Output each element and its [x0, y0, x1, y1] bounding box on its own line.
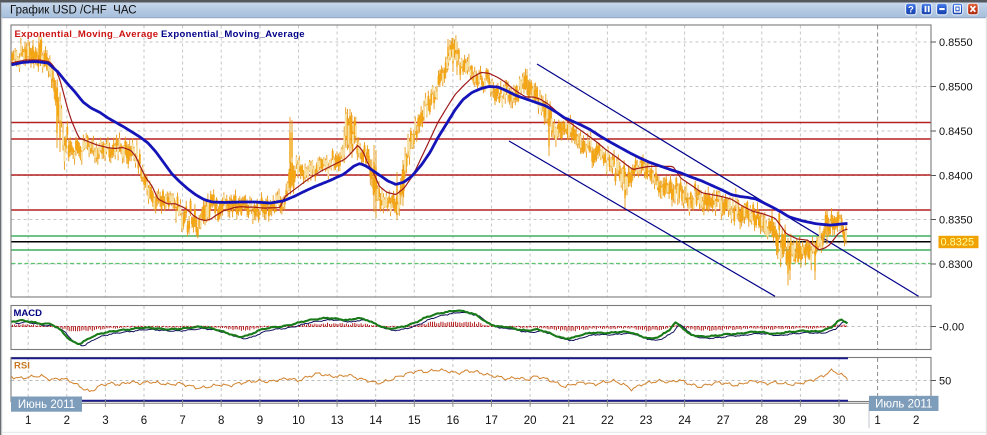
svg-text:23: 23	[640, 415, 653, 427]
svg-text:6: 6	[141, 415, 147, 427]
svg-text:2: 2	[64, 415, 70, 427]
svg-text:0.8400: 0.8400	[939, 171, 973, 183]
svg-text:27: 27	[717, 415, 730, 427]
svg-text:MACD: MACD	[14, 308, 43, 319]
svg-text:0.8450: 0.8450	[939, 126, 973, 138]
svg-text:30: 30	[833, 415, 846, 427]
svg-text:29: 29	[794, 415, 807, 427]
svg-text:0.8500: 0.8500	[939, 82, 973, 94]
svg-text:0.8300: 0.8300	[939, 259, 973, 271]
svg-text:0.8325: 0.8325	[941, 237, 975, 249]
svg-text:9: 9	[257, 415, 263, 427]
svg-text:RSI: RSI	[14, 361, 30, 372]
svg-text:16: 16	[447, 415, 460, 427]
svg-text:Июнь 2011: Июнь 2011	[18, 399, 75, 411]
svg-text:0.8350: 0.8350	[939, 215, 973, 227]
svg-text:2: 2	[913, 415, 919, 427]
svg-text:3: 3	[102, 415, 108, 427]
svg-text:10: 10	[292, 415, 305, 427]
svg-text:?: ?	[908, 4, 914, 15]
svg-text:20: 20	[524, 415, 537, 427]
svg-text:24: 24	[678, 415, 691, 427]
svg-text:-0.00: -0.00	[939, 322, 964, 334]
svg-text:График USD /CHF ЧАС: График USD /CHF ЧАС	[10, 5, 137, 17]
svg-text:50: 50	[939, 376, 951, 388]
svg-text:14: 14	[369, 415, 382, 427]
svg-text:1: 1	[25, 415, 31, 427]
svg-text:Июль 2011: Июль 2011	[875, 398, 932, 410]
svg-text:15: 15	[408, 415, 421, 427]
svg-text:Exponential_Moving_Average: Exponential_Moving_Average	[15, 29, 159, 40]
svg-text:21: 21	[562, 415, 575, 427]
svg-text:22: 22	[601, 415, 614, 427]
svg-text:Exponential_Moving_Average: Exponential_Moving_Average	[161, 29, 305, 40]
svg-text:8: 8	[218, 415, 224, 427]
svg-text:17: 17	[485, 415, 498, 427]
svg-text:0.8550: 0.8550	[939, 37, 973, 49]
svg-text:28: 28	[755, 415, 768, 427]
svg-text:1: 1	[874, 415, 880, 427]
svg-text:13: 13	[331, 415, 344, 427]
svg-text:7: 7	[179, 415, 185, 427]
